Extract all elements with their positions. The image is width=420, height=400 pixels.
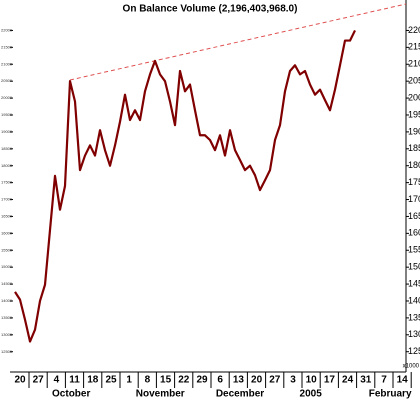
x-tick-label: 15	[160, 375, 172, 386]
x-tick-label: 22	[178, 375, 190, 386]
y2-tick-label: 19500	[1, 112, 13, 117]
x-tick-label: 27	[269, 375, 281, 386]
y2-tick-label: 14500	[1, 281, 13, 286]
month-label: October	[52, 389, 90, 400]
y2-tick-label: 22000	[1, 27, 13, 32]
month-label: February	[369, 389, 412, 400]
y-tick-label: 165	[408, 211, 420, 221]
y-unit: x1000	[403, 364, 420, 370]
y2-tick-label: 17500	[1, 180, 13, 185]
x-tick-label: 24	[342, 375, 354, 386]
y2-tick-label: 15000	[1, 264, 13, 269]
y-tick-label: 220	[408, 25, 420, 35]
y-tick-label: 215	[408, 42, 420, 52]
y2-tick-label: 19000	[1, 129, 13, 134]
y2-tick-label: 21000	[1, 61, 13, 66]
y-tick-label: 155	[408, 245, 420, 255]
y2-tick-label: 18500	[1, 146, 13, 151]
series-line	[14, 29, 356, 343]
x-tick-label: 25	[105, 375, 117, 386]
y-tick-label: 190	[408, 126, 420, 136]
x-tick-label: 11	[69, 375, 80, 386]
y2-tick-label: 12500	[1, 349, 13, 354]
x-tick-label: 31	[360, 375, 372, 386]
x-tick-label: 17	[324, 375, 336, 386]
month-label: 2005	[300, 389, 323, 400]
y2-tick-label: 17000	[1, 197, 13, 202]
y-tick-label: 205	[408, 76, 420, 86]
x-tick-label: 8	[145, 375, 151, 386]
y-tick-label: 180	[408, 160, 420, 170]
y2-tick-label: 14000	[1, 298, 13, 303]
y2-tick-label: 20000	[1, 95, 13, 100]
y-tick-label: 195	[408, 109, 420, 119]
trend-line	[69, 3, 407, 81]
x-tick-label: 1	[126, 375, 132, 386]
y2-tick-label: 16000	[1, 230, 13, 235]
x-tick-label: 18	[87, 375, 99, 386]
x-tick-label: 14	[397, 375, 409, 386]
y-tick-label: 145	[408, 278, 420, 288]
y2-tick-label: 18000	[1, 163, 13, 168]
y2-tick-label: 21500	[1, 44, 13, 49]
chart-title: On Balance Volume (2,196,403,968.0)	[123, 4, 298, 15]
y-tick-label: 185	[408, 143, 420, 153]
x-tick-label: 6	[217, 375, 223, 386]
y2-tick-label: 20500	[1, 78, 13, 83]
month-label: November	[136, 389, 185, 400]
y-tick-label: 150	[408, 262, 420, 272]
y-tick-label: 160	[408, 228, 420, 238]
x-tick-label: 10	[306, 375, 318, 386]
x-tick-label: 29	[196, 375, 208, 386]
y2-tick-label: 13000	[1, 332, 13, 337]
x-tick-label: 20	[14, 375, 26, 386]
x-tick-label: 7	[381, 375, 387, 386]
x-tick-label: 27	[33, 375, 45, 386]
y2-tick-label: 16500	[1, 213, 13, 218]
x-tick-label: 20	[251, 375, 263, 386]
month-label: December	[216, 389, 264, 400]
y-tick-label: 140	[408, 295, 420, 305]
y2-tick-label: 13500	[1, 315, 13, 320]
x-tick-label: 3	[290, 375, 296, 386]
y-tick-label: 130	[408, 329, 420, 339]
x-tick-label: 4	[54, 375, 60, 386]
y-tick-label: 125	[408, 346, 420, 356]
y-tick-label: 210	[408, 59, 420, 69]
y-tick-label: 170	[408, 194, 420, 204]
x-tick-label: 13	[233, 375, 245, 386]
y2-tick-label: 15500	[1, 247, 13, 252]
y-tick-label: 135	[408, 312, 420, 322]
y-tick-label: 175	[408, 177, 420, 187]
y-tick-label: 200	[408, 92, 420, 102]
